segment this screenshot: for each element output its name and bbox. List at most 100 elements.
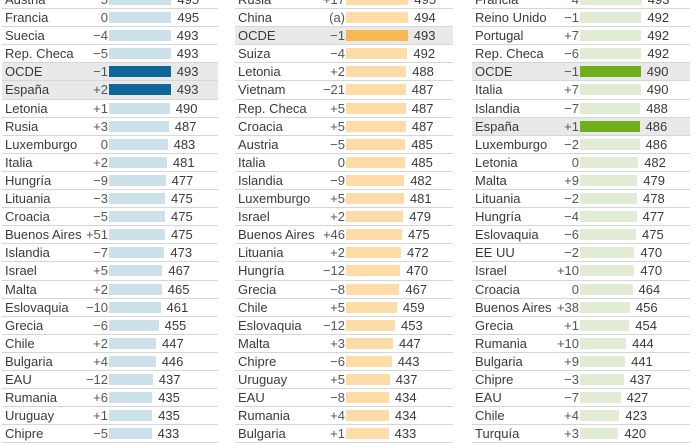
- score-bar: [346, 392, 389, 404]
- score-value: 482: [644, 154, 666, 170]
- table-row: Portugal +7 492: [472, 27, 690, 46]
- country-name: Eslovaquia: [475, 227, 539, 243]
- country-name: España: [5, 82, 50, 98]
- score-bar: [109, 283, 162, 295]
- score-bar: [580, 174, 638, 186]
- score-bar: [346, 283, 400, 295]
- score-bar: [346, 156, 406, 168]
- change-value: −1: [93, 64, 108, 80]
- country-name: EAU: [238, 390, 265, 406]
- country-name: Vietnam: [238, 82, 286, 98]
- score-bar: [580, 265, 635, 277]
- change-value: −6: [564, 46, 579, 62]
- score-value: 494: [414, 10, 436, 26]
- change-value: +46: [322, 227, 345, 243]
- table-row: Suecia −4 493: [2, 27, 218, 46]
- score-bar: [580, 12, 642, 24]
- score-bar: [109, 265, 163, 277]
- change-value: +2: [93, 281, 108, 297]
- change-value: +6: [93, 390, 108, 406]
- score-value: 490: [175, 100, 198, 116]
- change-value: −4: [564, 209, 579, 225]
- score-value: 470: [406, 263, 429, 279]
- change-value: −7: [93, 245, 108, 261]
- score-bar: [580, 30, 642, 42]
- country-name: Letonia: [238, 64, 281, 80]
- score-value: 492: [647, 28, 670, 44]
- table-row: Chile +4 423: [472, 407, 690, 426]
- change-value: −12: [85, 371, 108, 387]
- change-value: 0: [571, 154, 579, 170]
- change-value: +4: [330, 408, 345, 424]
- country-name: Luxemburgo: [475, 136, 548, 152]
- table-row: Rumania +4 434: [235, 407, 453, 426]
- country-name: Croacia: [5, 209, 50, 225]
- score-value: 477: [171, 172, 194, 188]
- country-name: Lituania: [5, 191, 51, 207]
- country-name: Rumania: [238, 408, 291, 424]
- table-row: Hungría −9 477: [2, 172, 218, 191]
- change-value: −1: [564, 64, 579, 80]
- change-value: +5: [330, 118, 345, 134]
- change-value: +4: [93, 353, 108, 369]
- country-name: Hungría: [238, 263, 285, 279]
- score-bar: [109, 229, 165, 241]
- table-row: Rumania +6 435: [2, 389, 218, 408]
- change-value: +2: [330, 245, 345, 261]
- score-value: 437: [395, 371, 418, 387]
- country-name: Rumania: [5, 390, 58, 406]
- country-name: Rusia: [238, 0, 271, 8]
- score-bar: [346, 301, 397, 313]
- country-name: Eslovaquia: [5, 299, 69, 315]
- score-value: 492: [413, 46, 436, 62]
- change-value: +2: [93, 335, 108, 351]
- change-value: +9: [564, 353, 579, 369]
- country-name: Luxemburgo: [5, 136, 78, 152]
- table-row: OCDE −1 493: [2, 63, 218, 82]
- score-value: 447: [162, 335, 184, 351]
- score-value: 465: [167, 281, 190, 297]
- table-row: Chipre −5 433: [2, 425, 218, 443]
- score-bar: [346, 247, 401, 259]
- table-row: Lituania −3 475: [2, 190, 218, 209]
- country-name: Eslovaquia: [238, 317, 302, 333]
- change-value: +5: [330, 100, 345, 116]
- country-name: Buenos Aires: [238, 227, 315, 243]
- country-name: Letonia: [5, 100, 48, 116]
- table-row: Buenos Aires +46 475: [235, 226, 453, 245]
- change-value: +5: [93, 263, 108, 279]
- score-bar: [580, 392, 621, 404]
- table-row: Hungría −12 470: [235, 262, 453, 281]
- table-row: Letonia +2 488: [235, 63, 453, 82]
- country-name: Islandia: [238, 172, 283, 188]
- score-bar: [109, 319, 159, 331]
- country-name: Chile: [5, 335, 35, 351]
- change-value: −2: [564, 245, 579, 261]
- table-row: Croacia −5 475: [2, 208, 218, 227]
- score-value: 493: [176, 46, 199, 62]
- score-bar: [346, 211, 404, 223]
- table-row: Francia 0 495: [2, 9, 218, 28]
- country-name: Buenos Aires: [5, 227, 82, 243]
- change-value: +1: [564, 118, 579, 134]
- score-bar: [580, 337, 627, 349]
- score-value: 453: [401, 317, 423, 333]
- score-value: 472: [407, 245, 429, 261]
- change-value: −5: [68, 0, 108, 8]
- score-bar: [580, 193, 637, 205]
- score-value: 482: [410, 172, 432, 188]
- change-value: −8: [330, 281, 345, 297]
- score-bar: [580, 319, 630, 331]
- score-value: 495: [177, 10, 200, 26]
- table-row: Rumania +10 444: [472, 335, 690, 353]
- table-row: Turquía +3 420: [472, 425, 690, 443]
- score-bar: [346, 66, 407, 78]
- change-value: −9: [330, 172, 345, 188]
- score-bar: [346, 0, 409, 5]
- change-value: +1: [93, 408, 108, 424]
- change-value: −6: [93, 317, 108, 333]
- score-bar: [580, 102, 641, 114]
- country-name: Rep. Checa: [5, 46, 74, 62]
- score-value: 435: [158, 390, 180, 406]
